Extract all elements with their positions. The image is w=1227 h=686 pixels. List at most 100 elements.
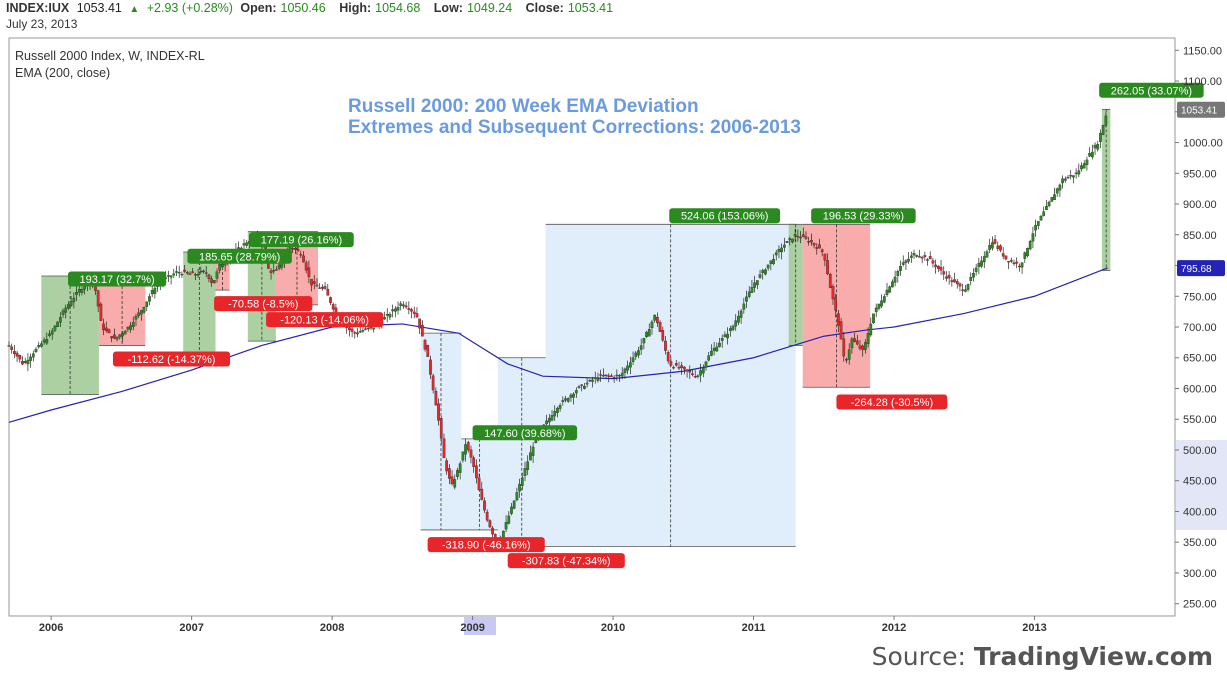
candle-body	[723, 334, 727, 338]
candle-body	[121, 332, 124, 337]
candle-body	[180, 273, 184, 276]
candle-body	[845, 359, 848, 361]
candle-body	[974, 267, 978, 272]
candle-body	[745, 296, 748, 302]
candle-body	[669, 361, 673, 366]
candle-body	[1004, 255, 1008, 260]
candle-body	[215, 271, 219, 279]
close-label: Close:	[525, 1, 564, 15]
candle-body	[107, 329, 111, 334]
y-tick-label: 650.00	[1183, 353, 1217, 365]
candle-body	[661, 330, 665, 341]
candle-body	[385, 313, 389, 316]
candle-body	[672, 367, 675, 369]
candle-body	[731, 325, 735, 330]
candle-body	[480, 488, 484, 500]
candle-body	[631, 357, 635, 362]
candle-body	[947, 275, 951, 279]
candle-body	[58, 317, 62, 323]
y-tick-label: 750.00	[1183, 291, 1217, 303]
measure-label-bg	[187, 248, 292, 264]
candle-body	[291, 247, 295, 250]
candle-body	[1039, 216, 1043, 221]
candle-body	[869, 323, 873, 336]
candle-body	[31, 353, 35, 358]
candle-body	[785, 241, 789, 243]
candle-body	[691, 373, 694, 375]
candle-body	[383, 317, 386, 320]
candle-body	[123, 330, 127, 335]
candle-body	[650, 321, 654, 329]
candle-body	[620, 372, 624, 377]
candle-body	[272, 270, 276, 272]
candle-body	[483, 500, 486, 511]
candle-body	[448, 468, 451, 479]
measure-label-bg	[507, 553, 625, 569]
candle-body	[1031, 233, 1035, 242]
candle-body	[574, 390, 578, 394]
candle-body	[999, 245, 1002, 251]
y-tick-label: 950.00	[1183, 168, 1217, 180]
candle-body	[612, 377, 616, 379]
candle-body	[953, 279, 956, 283]
candle-body	[523, 468, 527, 476]
candle-body	[820, 249, 824, 253]
candle-body	[610, 375, 613, 377]
candle-body	[218, 264, 222, 271]
candle-body	[801, 234, 805, 237]
y-tick-label: 400.00	[1183, 506, 1217, 518]
candle-body	[53, 325, 57, 331]
candle-body	[618, 374, 621, 377]
candle-body	[1007, 261, 1010, 263]
candle-body	[872, 313, 875, 324]
candle-body	[783, 244, 786, 248]
x-tick-label: 2009	[460, 622, 484, 634]
candle-body	[629, 362, 632, 368]
candle-body	[34, 348, 38, 352]
measure-label-bg	[1099, 82, 1204, 98]
last-price-tag	[1177, 101, 1225, 118]
measure-label: 185.65 (28.79%)	[199, 251, 280, 263]
quote-date: July 23, 2013	[6, 17, 78, 31]
candle-body	[113, 334, 116, 339]
candle-body	[326, 288, 330, 296]
candle-body	[210, 278, 213, 284]
candle-body	[1080, 165, 1083, 170]
candle-body	[1009, 260, 1013, 262]
measure-label-bg	[472, 425, 578, 441]
candle-body	[485, 511, 489, 521]
candle-body	[547, 417, 551, 423]
candle-body	[310, 278, 313, 286]
candle-body	[518, 483, 521, 492]
candle-body	[1063, 178, 1067, 181]
candle-body	[936, 265, 940, 269]
source-prefix: Source:	[871, 642, 974, 671]
price-chart[interactable]: 193.17 (32.7%) -112.62 (-14.37%) 185.65 (2…	[0, 0, 1227, 640]
candle-body	[399, 303, 403, 306]
candle-body	[515, 492, 519, 501]
candle-body	[834, 297, 838, 311]
candle-body	[172, 273, 176, 276]
candle-body	[1015, 261, 1019, 264]
candle-body	[115, 336, 119, 340]
candle-body	[183, 269, 186, 272]
candle-body	[194, 274, 197, 276]
candle-body	[358, 331, 362, 333]
measure-label-bg	[811, 208, 916, 224]
candle-body	[221, 263, 224, 268]
candle-body	[185, 272, 189, 274]
candle-body	[245, 242, 249, 246]
candle-body	[26, 359, 30, 365]
candle-body	[453, 479, 457, 488]
candle-body	[699, 370, 702, 376]
candle-body	[926, 259, 929, 261]
y-tick-label: 1000.00	[1183, 138, 1223, 150]
candle-body	[969, 276, 973, 281]
candle-body	[1101, 125, 1105, 135]
candle-body	[1055, 188, 1059, 194]
measure-label: 262.05 (33.07%)	[1111, 85, 1192, 97]
measure-label-bg	[427, 537, 545, 553]
candle-body	[828, 274, 832, 289]
candle-body	[955, 281, 959, 285]
candle-body	[685, 369, 689, 372]
